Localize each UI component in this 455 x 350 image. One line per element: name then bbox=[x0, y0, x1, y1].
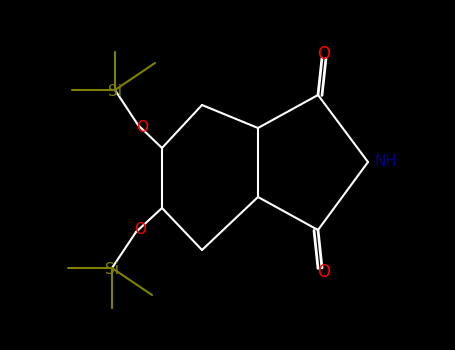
Text: O: O bbox=[134, 223, 146, 238]
Text: O: O bbox=[136, 119, 148, 134]
Text: O: O bbox=[318, 263, 330, 281]
Text: Si: Si bbox=[105, 262, 119, 278]
Text: NH: NH bbox=[374, 154, 397, 169]
Text: O: O bbox=[318, 45, 330, 63]
Text: Si: Si bbox=[108, 84, 122, 99]
